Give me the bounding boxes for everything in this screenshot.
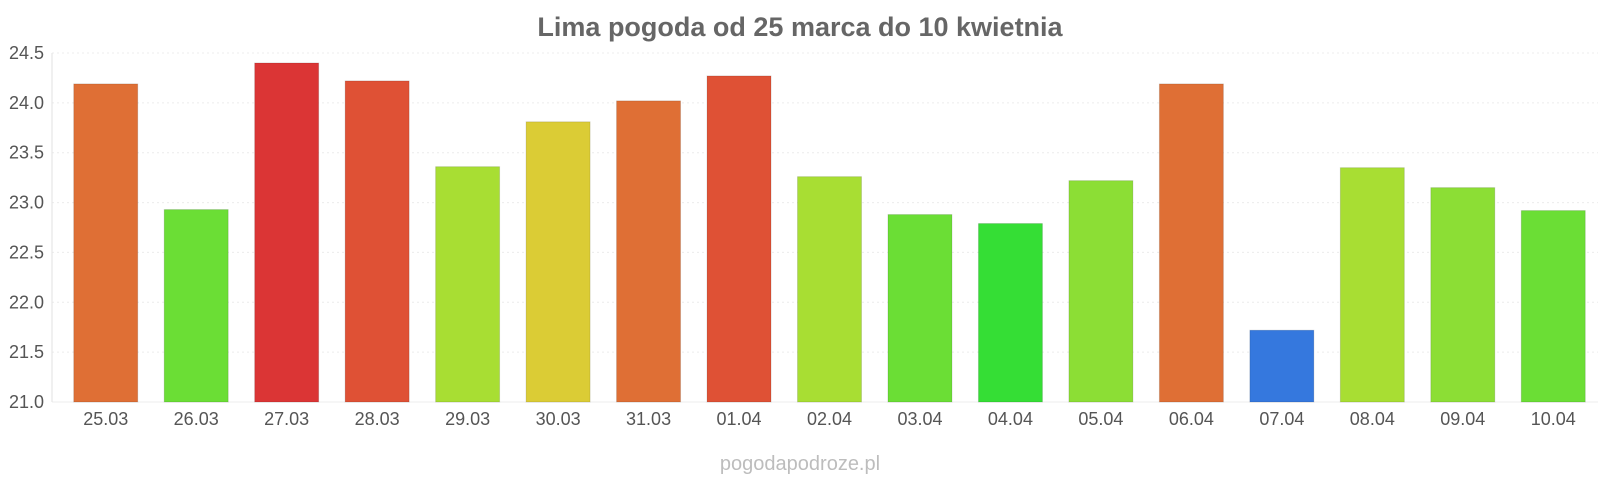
x-tick-label: 04.04 <box>988 409 1033 429</box>
bar-09.04 <box>1430 187 1496 403</box>
bar-26.03 <box>163 209 229 403</box>
x-tick-label: 01.04 <box>717 409 762 429</box>
source-footer: pogodapodroze.pl <box>720 453 880 475</box>
y-tick-label: 23.0 <box>9 193 44 213</box>
bar-29.03 <box>435 166 501 403</box>
y-tick-label: 21.5 <box>9 342 44 362</box>
bar-02.04 <box>797 176 862 403</box>
bar-05.04 <box>1068 180 1134 403</box>
bar-06.04 <box>1158 83 1224 403</box>
x-tick-label: 06.04 <box>1169 409 1214 429</box>
bar-03.04 <box>887 214 953 403</box>
bar-27.03 <box>254 62 320 403</box>
bar-08.04 <box>1339 167 1405 403</box>
bar-04.04 <box>977 223 1043 403</box>
bar-07.04 <box>1249 329 1315 403</box>
x-tick-label: 30.03 <box>536 409 581 429</box>
bar-01.04 <box>706 75 772 403</box>
y-tick-label: 24.5 <box>9 43 44 63</box>
x-tick-label: 26.03 <box>174 409 219 429</box>
bar-25.03 <box>73 83 139 403</box>
y-tick-label: 24.0 <box>9 93 44 113</box>
x-tick-label: 25.03 <box>83 409 128 429</box>
x-tick-label: 28.03 <box>355 409 400 429</box>
x-tick-label: 05.04 <box>1078 409 1123 429</box>
x-tick-label: 31.03 <box>626 409 671 429</box>
x-tick-label: 27.03 <box>264 409 309 429</box>
bars <box>73 62 1586 403</box>
x-tick-label: 29.03 <box>445 409 490 429</box>
y-tick-label: 22.0 <box>9 292 44 312</box>
y-tick-label: 22.5 <box>9 242 44 262</box>
x-tick-label: 09.04 <box>1440 409 1485 429</box>
bar-30.03 <box>525 121 591 403</box>
chart-title: Lima pogoda od 25 marca do 10 kwietnia <box>537 12 1063 42</box>
x-tick-label: 02.04 <box>807 409 852 429</box>
bar-31.03 <box>616 100 682 403</box>
bar-28.03 <box>344 80 410 403</box>
x-tick-label: 08.04 <box>1350 409 1395 429</box>
y-tick-label: 23.5 <box>9 143 44 163</box>
y-axis: 21.0 21.5 22.0 22.5 23.0 23.5 24.0 24.5 <box>9 43 53 412</box>
x-axis: 25.03 26.03 27.03 28.03 29.03 30.03 31.03 01.04… <box>83 409 1576 429</box>
bar-10.04 <box>1520 210 1586 403</box>
x-tick-label: 03.04 <box>897 409 942 429</box>
y-tick-label: 21.0 <box>9 392 44 412</box>
x-tick-label: 07.04 <box>1259 409 1304 429</box>
x-tick-label: 10.04 <box>1531 409 1576 429</box>
